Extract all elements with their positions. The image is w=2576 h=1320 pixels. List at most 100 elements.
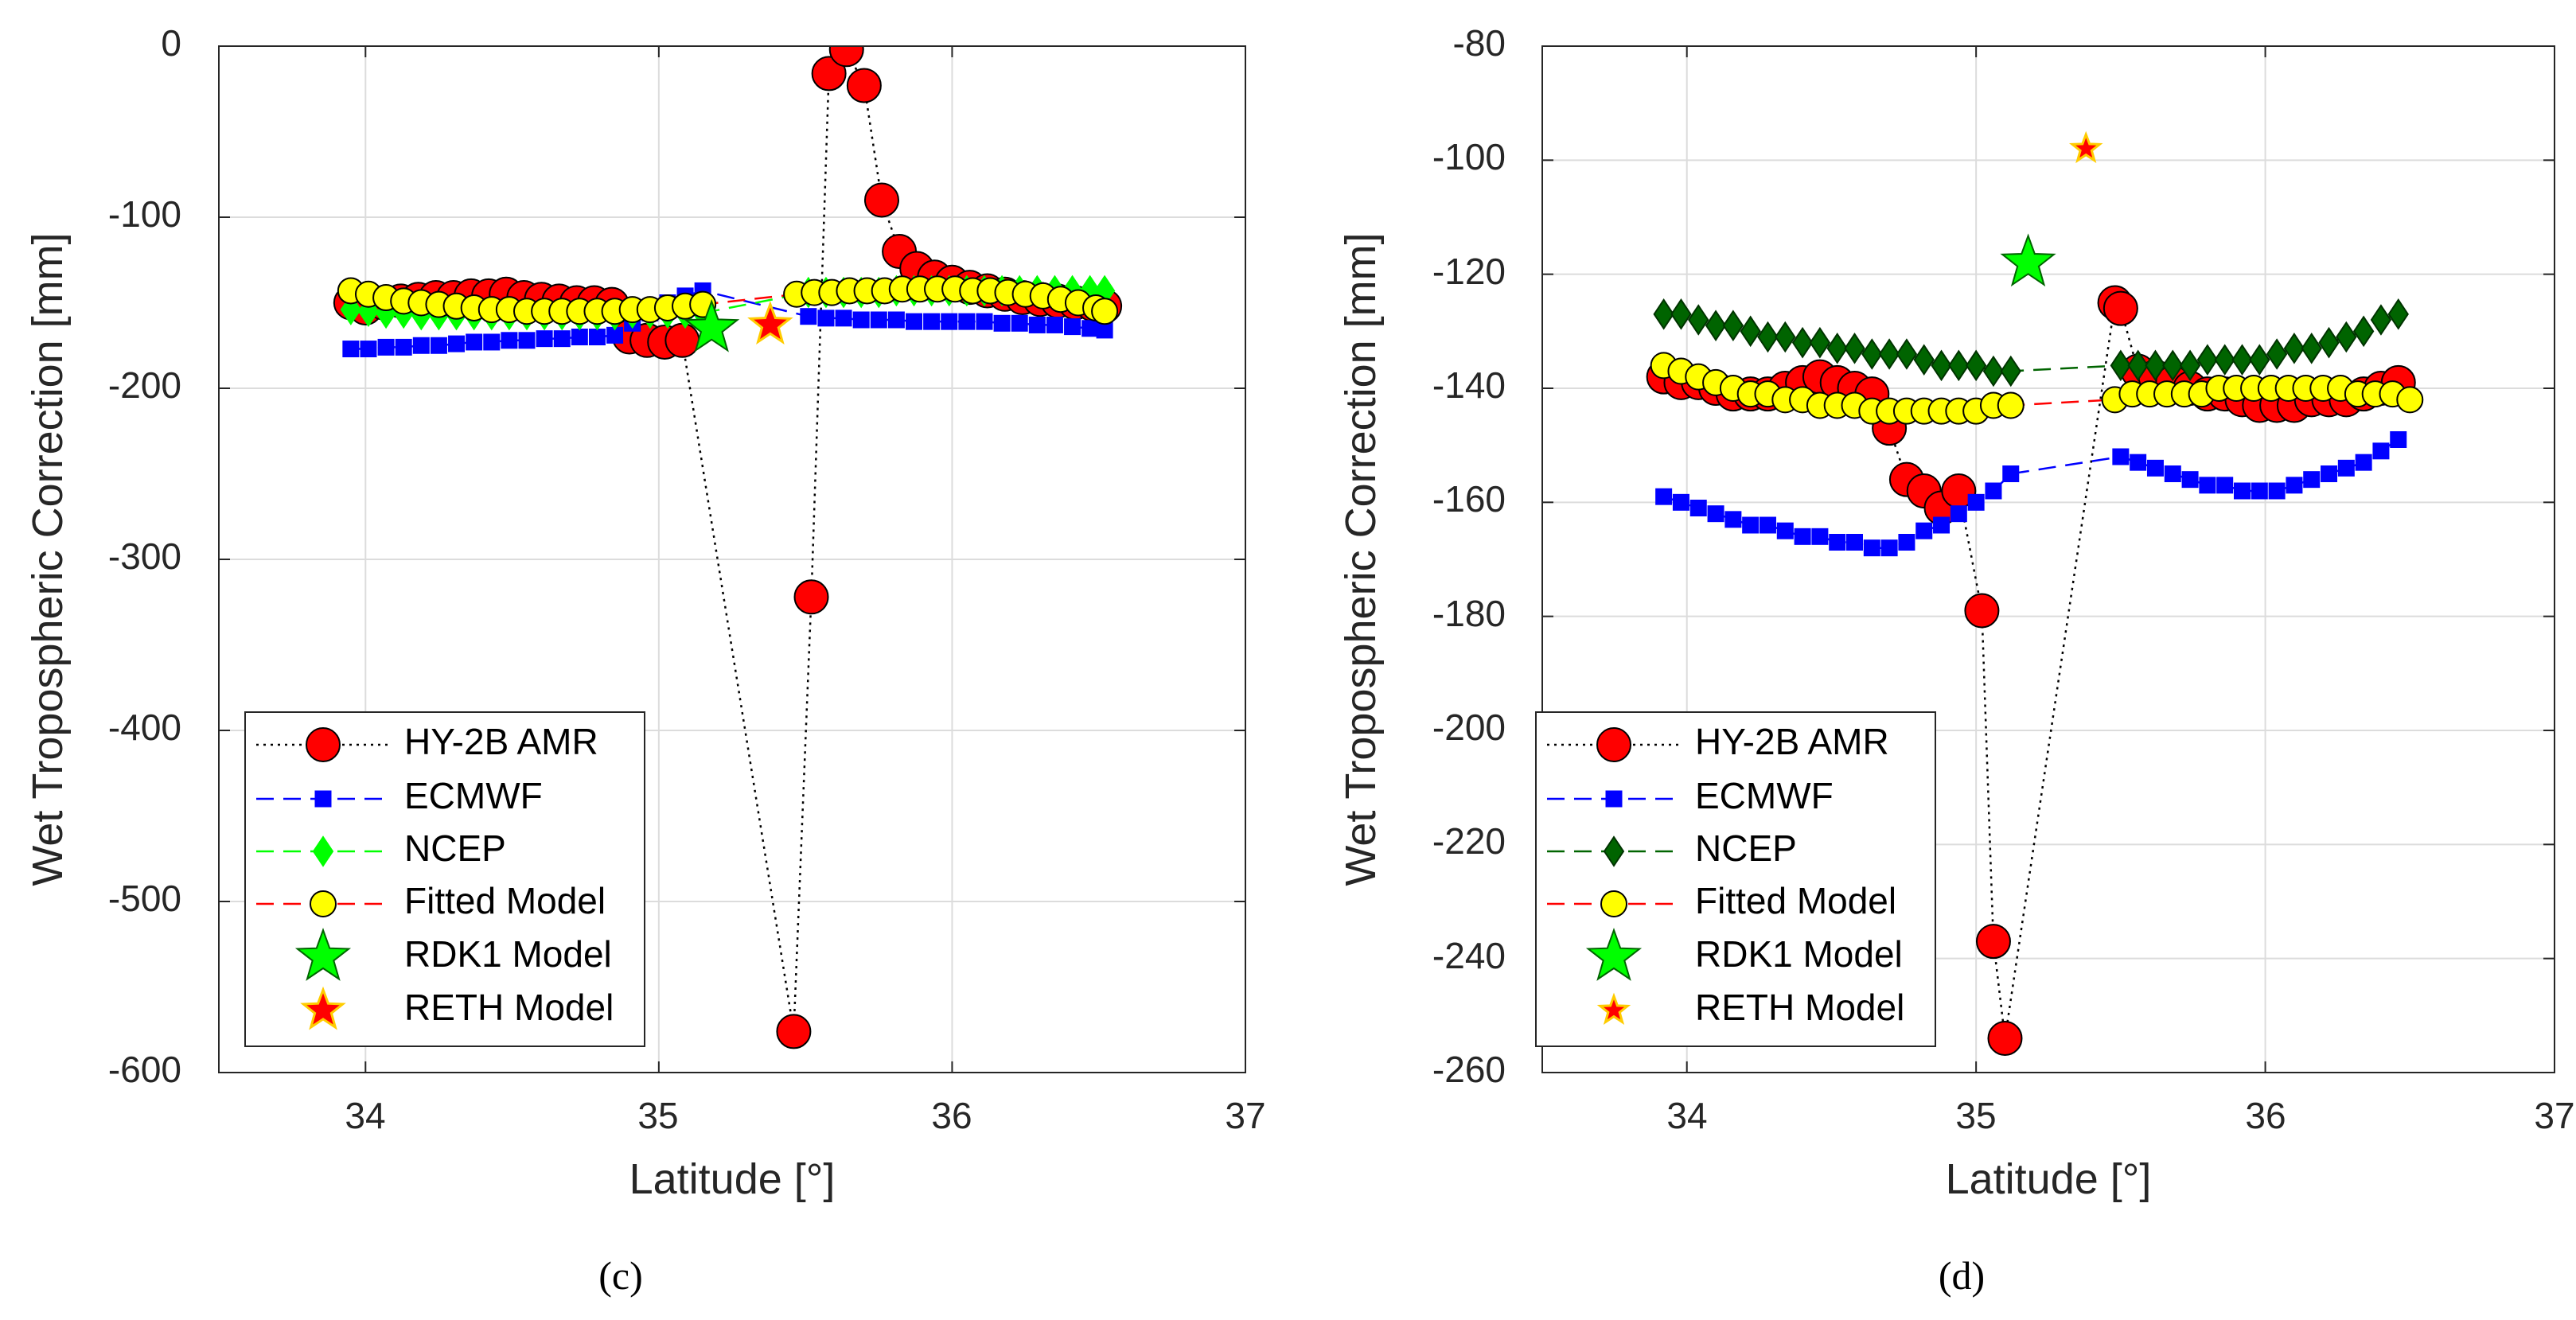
data-point-ncep xyxy=(1948,349,1970,382)
x-tick-label: 36 xyxy=(2245,1095,2286,1136)
legend-entry-ncep: NCEP xyxy=(404,827,506,869)
data-point-ncep xyxy=(1688,304,1709,336)
legend-entry-ncep: NCEP xyxy=(1695,827,1797,869)
legend: HY-2B AMR ECMWF NCEP Fitted Model RDK1 M… xyxy=(1535,711,1936,1047)
legend-marker-rdk1 xyxy=(294,928,352,981)
data-point-ncep xyxy=(2283,333,2305,364)
data-point-ecmwf xyxy=(553,330,571,348)
data-point-ecmwf xyxy=(360,341,377,358)
data-point-ecmwf xyxy=(1655,488,1673,505)
data-point-ecmwf xyxy=(976,313,993,330)
data-point-ncep xyxy=(1670,298,1692,330)
data-point-ecmwf xyxy=(1985,482,2002,500)
data-point-ecmwf xyxy=(1724,511,1742,528)
y-tick-label: -100 xyxy=(1432,136,1506,177)
data-point-ecmwf xyxy=(448,335,466,352)
data-point-ncep xyxy=(1826,333,1848,364)
data-point-ecmwf xyxy=(430,337,447,354)
data-point-ecmwf xyxy=(1898,534,1915,551)
legend-symbols xyxy=(1547,727,1681,1026)
x-tick-label: 36 xyxy=(931,1095,972,1136)
data-point-ecmwf xyxy=(2216,477,2234,494)
y-tick-label: -100 xyxy=(108,193,181,235)
data-point-ecmwf xyxy=(958,313,976,330)
data-point-ncep xyxy=(2196,344,2219,376)
data-point-ncep xyxy=(2301,333,2322,364)
data-point-ecmwf xyxy=(2112,448,2130,465)
data-point-ecmwf xyxy=(887,311,905,329)
data-point-fitted xyxy=(2396,386,2424,414)
data-point-ecmwf xyxy=(1672,493,1689,511)
legend-entry-ecmwf: ECMWF xyxy=(404,775,543,816)
legend-marker-ncep xyxy=(312,835,334,867)
data-point-amr xyxy=(828,46,864,68)
legend-marker-ecmwf xyxy=(1605,790,1623,808)
data-point-ncep xyxy=(2387,298,2409,330)
y-tick-label: -300 xyxy=(108,535,181,577)
data-point-ecmwf xyxy=(906,313,923,330)
data-point-ncep xyxy=(2000,355,2021,387)
x-tick-label: 35 xyxy=(1955,1095,1996,1136)
legend-marker-amr xyxy=(306,727,341,762)
legend-marker-rdk1 xyxy=(1585,928,1643,981)
data-point-ncep xyxy=(1775,321,1796,353)
legend-entry-rdk1: RDK1 Model xyxy=(1695,933,1903,975)
data-point-ecmwf xyxy=(1689,500,1707,516)
legend-entry-reth: RETH Model xyxy=(1695,987,1904,1028)
data-point-reth xyxy=(2068,130,2103,164)
data-point-amr xyxy=(664,322,700,358)
data-point-ecmwf xyxy=(2251,482,2268,500)
data-point-ecmwf xyxy=(2372,442,2390,460)
data-point-ecmwf xyxy=(1829,534,1846,551)
data-point-ecmwf xyxy=(852,311,870,329)
data-point-ecmwf xyxy=(941,313,958,330)
legend-entry-amr: HY-2B AMR xyxy=(404,721,598,762)
data-point-ecmwf xyxy=(1863,539,1880,557)
data-point-ecmwf xyxy=(1046,316,1063,333)
legend-marker-fitted xyxy=(310,890,337,917)
data-point-ncep xyxy=(2249,344,2270,376)
data-point-amr xyxy=(793,579,829,615)
data-point-ecmwf xyxy=(536,330,553,348)
data-point-ecmwf xyxy=(1967,493,1985,511)
legend-marker-fitted xyxy=(1600,890,1627,917)
legend-box xyxy=(1535,711,1936,1047)
data-point-ecmwf xyxy=(1742,516,1760,534)
data-point-ncep xyxy=(2318,326,2340,359)
data-point-ecmwf xyxy=(817,310,835,327)
legend-entry-reth: RETH Model xyxy=(404,987,614,1028)
data-point-amr xyxy=(1964,593,2000,629)
y-tick-label: -80 xyxy=(1453,22,1506,64)
y-tick-label: -140 xyxy=(1432,364,1506,406)
x-tick-label: 37 xyxy=(1225,1095,1265,1136)
data-point-ncep xyxy=(1705,310,1727,341)
data-point-ncep xyxy=(1913,344,1935,376)
data-point-ncep xyxy=(2370,304,2392,336)
data-point-ecmwf xyxy=(923,313,941,330)
legend-marker-amr xyxy=(1596,727,1631,762)
data-point-amr xyxy=(1987,1021,2023,1056)
legend-marker-reth xyxy=(1596,992,1631,1026)
data-point-ecmwf xyxy=(2164,465,2181,482)
legend-entry-amr: HY-2B AMR xyxy=(1695,721,1889,762)
y-axis-label: Wet Tropospheric Correction [mm] xyxy=(24,232,72,886)
legend: HY-2B AMR ECMWF NCEP Fitted Model RDK1 M… xyxy=(244,711,645,1047)
data-point-ncep xyxy=(2336,321,2357,353)
data-point-ncep xyxy=(1982,355,2005,387)
data-point-ncep xyxy=(1861,338,1883,370)
series-markers xyxy=(1646,130,2424,1056)
y-tick-label: -600 xyxy=(108,1049,181,1090)
legend-box xyxy=(244,711,645,1047)
legend-entry-rdk1: RDK1 Model xyxy=(404,933,612,975)
data-point-ecmwf xyxy=(1933,516,1951,534)
panel-caption: (d) xyxy=(1939,1253,1985,1298)
y-tick-label: -160 xyxy=(1432,478,1506,520)
data-point-ecmwf xyxy=(1811,528,1829,545)
data-point-ncep xyxy=(2145,349,2166,382)
chart-panel-c: 0 -100 -200 -300 -400 -500 -600 34 35 36… xyxy=(24,22,1266,1298)
data-point-ecmwf xyxy=(835,310,852,327)
x-tick-label: 34 xyxy=(345,1095,385,1136)
legend-entry-ecmwf: ECMWF xyxy=(1695,775,1834,816)
data-point-amr xyxy=(2102,290,2138,326)
y-tick-label: 0 xyxy=(161,22,181,64)
